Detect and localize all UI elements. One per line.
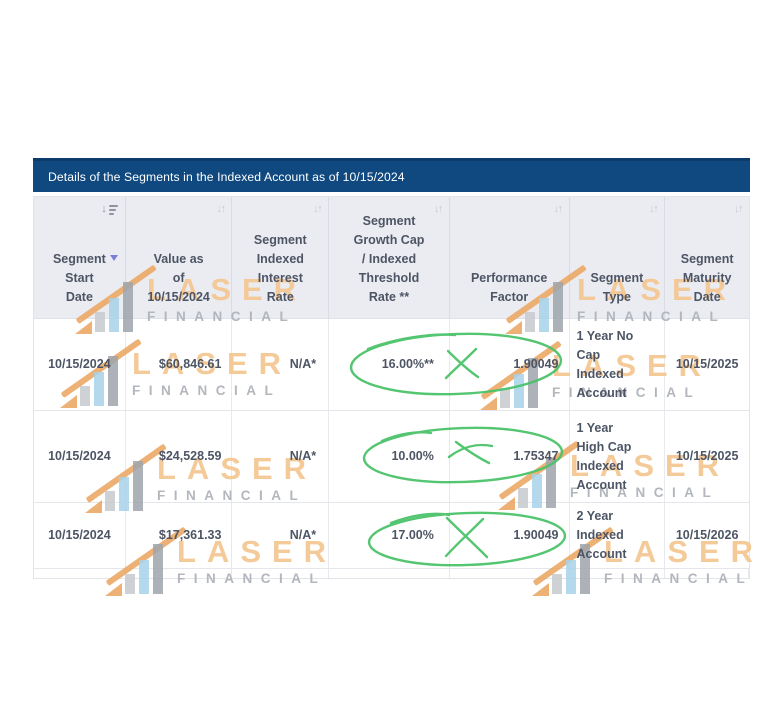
cell-segment_type: 2 Year Indexed Account xyxy=(570,503,666,568)
watermark-swoosh-tip xyxy=(105,583,122,596)
watermark-swoosh-tip xyxy=(532,583,549,596)
cell-value: 10/15/2024 xyxy=(48,449,111,463)
cell-value: N/A* xyxy=(289,449,317,463)
cell-value_as_of: $60,846.61 xyxy=(126,319,233,410)
cell-segment_start_date: 10/15/2024 xyxy=(34,319,126,410)
cell-value: 1 Year No Cap Indexed Account xyxy=(576,328,634,400)
cell-performance_factor: 1.90049 xyxy=(450,503,570,568)
cell-segment_indexed_interest_rate: N/A* xyxy=(232,503,330,568)
cell-value: 1 Year High Cap Indexed Account xyxy=(576,420,632,492)
cell-segment_growth_cap_threshold: 16.00%** xyxy=(329,319,450,410)
cell-segment_maturity_date: 10/15/2026 xyxy=(665,503,749,568)
column-header-label: Segment Indexed Interest Rate xyxy=(253,233,307,304)
cell-value: 10/15/2026 xyxy=(675,528,739,542)
cell-value: 10/15/2024 xyxy=(48,528,111,542)
column-header-segment_growth_cap_threshold[interactable]: ↓↑ Segment Growth Cap / Indexed Threshold… xyxy=(329,197,450,318)
cell-segment_type: 1 Year No Cap Indexed Account xyxy=(570,319,666,410)
column-header-label: Segment Type xyxy=(590,271,644,304)
column-header-segment_type[interactable]: ↓↑ Segment Type xyxy=(570,197,666,318)
sort-icon: ↓↑ xyxy=(313,203,323,215)
cell-segment_indexed_interest_rate: N/A* xyxy=(232,411,330,502)
cell-value: 10/15/2024 xyxy=(48,357,111,371)
table-title-bar: Details of the Segments in the Indexed A… xyxy=(33,158,750,192)
sort-direction-caret xyxy=(110,255,119,261)
column-header-label: Segment Maturity Date xyxy=(680,252,734,304)
cell-value: 1.90049 xyxy=(513,357,559,371)
table-row: 10/15/2024 $60,846.61 N/A* 16.00%** 1.90049 1… xyxy=(34,319,749,411)
partial-cell xyxy=(665,569,750,578)
table-title: Details of the Segments in the Indexed A… xyxy=(48,169,405,184)
cell-value: 10/15/2025 xyxy=(675,449,739,463)
cell-value: $24,528.59 xyxy=(158,449,222,463)
cell-value_as_of: $17,361.33 xyxy=(126,503,233,568)
cell-segment_start_date: 10/15/2024 xyxy=(34,503,126,568)
cell-value: 10.00% xyxy=(391,449,434,463)
cell-value: 1.75347 xyxy=(513,449,559,463)
sort-icon: ↓↑ xyxy=(734,203,744,215)
partial-cut-row xyxy=(34,569,750,578)
sort-icon: ↓↑ xyxy=(649,203,659,215)
partial-cell xyxy=(570,569,666,578)
column-header-performance_factor[interactable]: ↓↑ Performance Factor xyxy=(450,197,570,318)
cell-segment_growth_cap_threshold: 10.00% xyxy=(329,411,450,502)
partial-cell xyxy=(450,569,570,578)
segments-table: ↓ Segment Start Date ↓↑ Value as of 10/15/2… xyxy=(33,196,750,579)
cell-value: N/A* xyxy=(289,528,317,542)
column-header-value_as_of[interactable]: ↓↑ Value as of 10/15/2024 xyxy=(126,197,233,318)
column-header-label: Segment Growth Cap / Indexed Threshold R… xyxy=(353,214,425,304)
column-header-segment_maturity_date[interactable]: ↓↑ Segment Maturity Date xyxy=(665,197,749,318)
partial-cell xyxy=(34,569,126,578)
sort-icon: ↓↑ xyxy=(553,203,564,215)
cell-segment_maturity_date: 10/15/2025 xyxy=(665,319,749,410)
column-header-segment_indexed_interest_rate[interactable]: ↓↑ Segment Indexed Interest Rate xyxy=(232,197,330,318)
cell-value: 2 Year Indexed Account xyxy=(576,509,627,561)
table-row: 10/15/2024 $24,528.59 N/A* 10.00% 1.75347 1 Y… xyxy=(34,411,749,503)
column-header-label: Segment Start Date xyxy=(52,252,106,304)
cell-value: $60,846.61 xyxy=(158,357,222,371)
partial-cell xyxy=(329,569,450,578)
table-body: 10/15/2024 $60,846.61 N/A* 16.00%** 1.90049 1… xyxy=(34,319,749,569)
cell-value: N/A* xyxy=(289,357,317,371)
cell-value_as_of: $24,528.59 xyxy=(126,411,233,502)
cell-segment_type: 1 Year High Cap Indexed Account xyxy=(570,411,666,502)
cell-segment_start_date: 10/15/2024 xyxy=(34,411,126,502)
cell-value: 17.00% xyxy=(391,528,434,542)
column-header-label: Value as of 10/15/2024 xyxy=(147,252,210,304)
cell-segment_indexed_interest_rate: N/A* xyxy=(232,319,330,410)
sort-icon: ↓↑ xyxy=(216,203,226,215)
column-header-label: Performance Factor xyxy=(470,271,548,304)
sort-descending-icon: ↓ xyxy=(101,204,118,215)
partial-cell xyxy=(232,569,330,578)
cell-value: 10/15/2025 xyxy=(675,357,739,371)
column-header-segment_start_date[interactable]: ↓ Segment Start Date xyxy=(34,197,126,318)
cell-value: 1.90049 xyxy=(513,528,559,542)
cell-segment_growth_cap_threshold: 17.00% xyxy=(329,503,450,568)
cell-value: $17,361.33 xyxy=(158,528,222,542)
sort-icon: ↓↑ xyxy=(433,203,444,215)
cell-value: 16.00%** xyxy=(381,357,434,371)
table-header-row: ↓ Segment Start Date ↓↑ Value as of 10/15/2… xyxy=(34,197,749,319)
cell-segment_maturity_date: 10/15/2025 xyxy=(665,411,749,502)
table-row: 10/15/2024 $17,361.33 N/A* 17.00% 1.90049 2 Y… xyxy=(34,503,749,569)
partial-cell xyxy=(126,569,233,578)
cell-performance_factor: 1.75347 xyxy=(450,411,570,502)
cell-performance_factor: 1.90049 xyxy=(450,319,570,410)
